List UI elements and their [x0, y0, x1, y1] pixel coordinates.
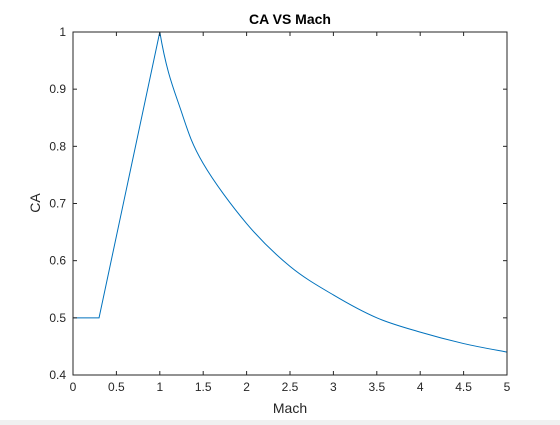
data-point — [420, 332, 421, 333]
data-point — [181, 112, 182, 113]
x-tick-label: 2 — [243, 380, 250, 394]
y-tick-label: 0.9 — [49, 82, 66, 96]
data-point — [290, 266, 291, 267]
x-tick-label: 4.5 — [455, 380, 472, 394]
y-ticks: 0.4 0.5 0.6 0.7 0.8 0.9 1 — [49, 25, 507, 382]
x-tick-label: 2.5 — [282, 380, 299, 394]
x-axis-label: Mach — [273, 400, 307, 416]
y-tick-label: 0.6 — [49, 254, 66, 268]
x-tick-label: 3 — [330, 380, 337, 394]
x-tick-label: 1.5 — [195, 380, 212, 394]
chart-title: CA VS Mach — [249, 11, 331, 27]
y-tick-label: 1 — [59, 25, 66, 39]
y-tick-label: 0.4 — [49, 368, 66, 382]
x-tick-label: 3.5 — [368, 380, 385, 394]
plot-area — [73, 32, 507, 375]
data-point — [376, 317, 377, 318]
data-point — [246, 223, 247, 224]
data-point — [463, 343, 464, 344]
x-ticks: 0 0.5 1 1.5 2 2.5 3 3.5 4 4.5 5 — [70, 32, 511, 394]
x-tick-label: 5 — [504, 380, 511, 394]
data-point — [333, 294, 334, 295]
x-tick-label: 4 — [417, 380, 424, 394]
data-point — [99, 317, 100, 318]
series-line-0 — [73, 31, 508, 353]
data-point — [203, 163, 204, 164]
x-tick-label: 0 — [70, 380, 77, 394]
y-axis-label: CA — [27, 193, 43, 213]
y-tick-label: 0.7 — [49, 197, 66, 211]
x-tick-label: 1 — [156, 380, 163, 394]
x-tick-label: 0.5 — [108, 380, 125, 394]
y-tick-label: 0.5 — [49, 311, 66, 325]
y-tick-label: 0.8 — [49, 139, 66, 153]
series-layer — [73, 31, 508, 353]
